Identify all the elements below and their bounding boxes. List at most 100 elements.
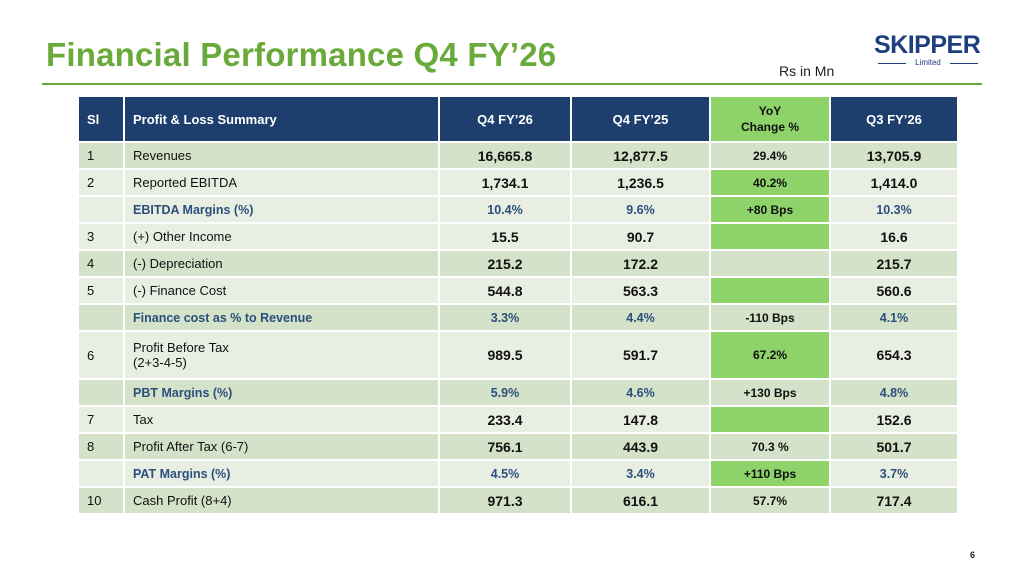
cell-q3fy26: 560.6 bbox=[829, 276, 959, 305]
title-divider bbox=[42, 83, 982, 85]
logo-subtitle: Limited bbox=[874, 58, 982, 68]
cell-q3fy26: 1,414.0 bbox=[829, 168, 959, 197]
cell-yoy bbox=[709, 276, 831, 305]
cell-label: EBITDA Margins (%) bbox=[123, 195, 440, 224]
table-row: 2 Reported EBITDA 1,734.1 1,236.5 40.2% 1,414… bbox=[77, 168, 959, 197]
table-row: 10 Cash Profit (8+4) 971.3 616.1 57.7% 717.4 bbox=[77, 486, 959, 515]
cell-q4fy26: 989.5 bbox=[438, 330, 572, 380]
cell-label: PAT Margins (%) bbox=[123, 459, 440, 488]
cell-yoy: +110 Bps bbox=[709, 459, 831, 488]
table-row: EBITDA Margins (%) 10.4% 9.6% +80 Bps 10.3% bbox=[77, 195, 959, 224]
cell-q4fy25: 443.9 bbox=[570, 432, 711, 461]
cell-sl: 4 bbox=[77, 249, 125, 278]
cell-q4fy25: 591.7 bbox=[570, 330, 711, 380]
cell-q4fy26: 15.5 bbox=[438, 222, 572, 251]
cell-yoy: +130 Bps bbox=[709, 378, 831, 407]
cell-q4fy25: 9.6% bbox=[570, 195, 711, 224]
cell-q3fy26: 654.3 bbox=[829, 330, 959, 380]
cell-sl bbox=[77, 378, 125, 407]
cell-q4fy26: 16,665.8 bbox=[438, 141, 572, 170]
table-row: 7 Tax 233.4 147.8 152.6 bbox=[77, 405, 959, 434]
cell-q4fy25: 616.1 bbox=[570, 486, 711, 515]
cell-yoy: 40.2% bbox=[709, 168, 831, 197]
cell-sl: 3 bbox=[77, 222, 125, 251]
cell-q3fy26: 215.7 bbox=[829, 249, 959, 278]
cell-q3fy26: 3.7% bbox=[829, 459, 959, 488]
table-row: 1 Revenues 16,665.8 12,877.5 29.4% 13,705.9 bbox=[77, 141, 959, 170]
cell-label: (-) Finance Cost bbox=[123, 276, 440, 305]
cell-q3fy26: 717.4 bbox=[829, 486, 959, 515]
header-label: Profit & Loss Summary bbox=[123, 95, 440, 143]
cell-yoy: 70.3 % bbox=[709, 432, 831, 461]
cell-q4fy25: 90.7 bbox=[570, 222, 711, 251]
header-q3fy26: Q3 FY’26 bbox=[829, 95, 959, 143]
header-q4fy25: Q4 FY’25 bbox=[570, 95, 711, 143]
table-row: 4 (-) Depreciation 215.2 172.2 215.7 bbox=[77, 249, 959, 278]
table-row: PBT Margins (%) 5.9% 4.6% +130 Bps 4.8% bbox=[77, 378, 959, 407]
logo-line-left bbox=[878, 63, 906, 64]
header-yoy-line1: YoY bbox=[758, 104, 782, 118]
cell-q4fy26: 215.2 bbox=[438, 249, 572, 278]
cell-q3fy26: 4.1% bbox=[829, 303, 959, 332]
cell-sl bbox=[77, 303, 125, 332]
cell-yoy bbox=[709, 249, 831, 278]
cell-label: Reported EBITDA bbox=[123, 168, 440, 197]
table-row: Finance cost as % to Revenue 3.3% 4.4% -110… bbox=[77, 303, 959, 332]
cell-yoy bbox=[709, 405, 831, 434]
table-row: 3 (+) Other Income 15.5 90.7 16.6 bbox=[77, 222, 959, 251]
cell-q4fy26: 544.8 bbox=[438, 276, 572, 305]
cell-label: Revenues bbox=[123, 141, 440, 170]
cell-q4fy26: 756.1 bbox=[438, 432, 572, 461]
cell-q4fy25: 4.4% bbox=[570, 303, 711, 332]
cell-q4fy25: 1,236.5 bbox=[570, 168, 711, 197]
cell-sl: 10 bbox=[77, 486, 125, 515]
cell-q4fy25: 147.8 bbox=[570, 405, 711, 434]
cell-q4fy25: 563.3 bbox=[570, 276, 711, 305]
cell-q3fy26: 16.6 bbox=[829, 222, 959, 251]
cell-sl bbox=[77, 195, 125, 224]
cell-q4fy26: 4.5% bbox=[438, 459, 572, 488]
cell-q4fy26: 3.3% bbox=[438, 303, 572, 332]
table-row: 5 (-) Finance Cost 544.8 563.3 560.6 bbox=[77, 276, 959, 305]
cell-q4fy25: 3.4% bbox=[570, 459, 711, 488]
cell-sl: 6 bbox=[77, 330, 125, 380]
cell-yoy: 57.7% bbox=[709, 486, 831, 515]
cell-q3fy26: 4.8% bbox=[829, 378, 959, 407]
company-logo: SKIPPER Limited bbox=[874, 30, 986, 70]
logo-wordmark: SKIPPER bbox=[874, 31, 981, 59]
cell-sl: 5 bbox=[77, 276, 125, 305]
header-yoy: YoY Change % bbox=[709, 95, 831, 143]
cell-label: (-) Depreciation bbox=[123, 249, 440, 278]
cell-q4fy25: 4.6% bbox=[570, 378, 711, 407]
logo-line-right bbox=[950, 63, 978, 64]
pl-summary-table: Sl Profit & Loss Summary Q4 FY’26 Q4 FY’… bbox=[77, 95, 959, 515]
cell-label: Profit Before Tax (2+3-4-5) bbox=[123, 330, 440, 380]
cell-q4fy26: 971.3 bbox=[438, 486, 572, 515]
cell-q4fy25: 172.2 bbox=[570, 249, 711, 278]
logo-subtitle-text: Limited bbox=[915, 58, 941, 67]
cell-q4fy26: 10.4% bbox=[438, 195, 572, 224]
cell-q3fy26: 152.6 bbox=[829, 405, 959, 434]
table-row: PAT Margins (%) 4.5% 3.4% +110 Bps 3.7% bbox=[77, 459, 959, 488]
header-q4fy26: Q4 FY’26 bbox=[438, 95, 572, 143]
cell-yoy: 29.4% bbox=[709, 141, 831, 170]
cell-label: Profit After Tax (6-7) bbox=[123, 432, 440, 461]
cell-label-line2: (2+3-4-5) bbox=[133, 355, 187, 370]
cell-sl: 2 bbox=[77, 168, 125, 197]
cell-q3fy26: 10.3% bbox=[829, 195, 959, 224]
header-yoy-line2: Change % bbox=[740, 120, 799, 134]
cell-q4fy26: 1,734.1 bbox=[438, 168, 572, 197]
cell-q3fy26: 501.7 bbox=[829, 432, 959, 461]
cell-q4fy26: 233.4 bbox=[438, 405, 572, 434]
cell-label: PBT Margins (%) bbox=[123, 378, 440, 407]
cell-label: (+) Other Income bbox=[123, 222, 440, 251]
cell-yoy: +80 Bps bbox=[709, 195, 831, 224]
table-header-row: Sl Profit & Loss Summary Q4 FY’26 Q4 FY’… bbox=[77, 95, 959, 143]
slide-title: Financial Performance Q4 FY’26 bbox=[46, 36, 557, 73]
cell-label: Finance cost as % to Revenue bbox=[123, 303, 440, 332]
cell-sl: 1 bbox=[77, 141, 125, 170]
cell-yoy bbox=[709, 222, 831, 251]
page-number: 6 bbox=[970, 550, 976, 560]
header-sl: Sl bbox=[77, 95, 125, 143]
cell-q4fy26: 5.9% bbox=[438, 378, 572, 407]
